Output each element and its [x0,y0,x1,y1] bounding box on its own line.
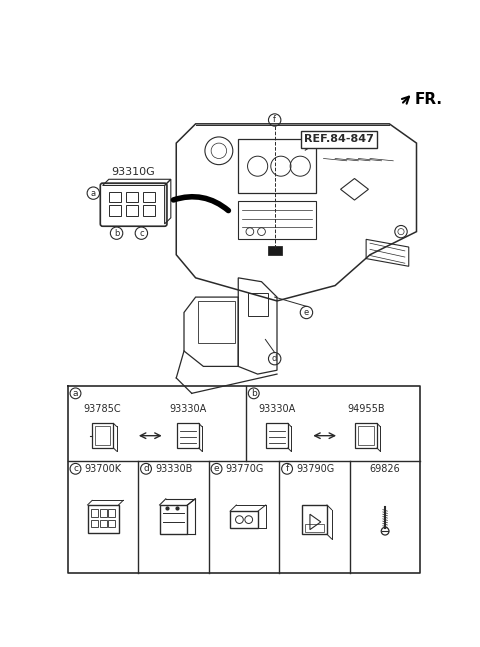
Text: 93790G: 93790G [296,464,335,474]
Text: d: d [272,354,277,363]
Bar [248,293,268,316]
Text: 93310G: 93310G [112,166,156,177]
Text: 69826: 69826 [369,464,400,474]
Bar [238,139,316,193]
Text: b: b [114,228,119,237]
Bar [355,423,377,448]
Bar [100,509,107,516]
Bar [108,509,115,516]
Bar [91,509,98,516]
Bar [91,520,98,527]
Bar [92,423,113,448]
Bar [305,524,324,532]
Text: a: a [91,189,96,197]
Bar [109,206,121,216]
Text: b: b [251,389,257,398]
Text: c: c [139,228,144,237]
Text: e: e [304,308,309,317]
Bar [108,520,115,527]
Text: d: d [143,465,149,474]
Bar [126,206,138,216]
Text: a: a [73,389,78,398]
Text: 93330A: 93330A [258,404,296,413]
Bar [230,511,258,528]
Bar [159,505,188,534]
Bar [143,206,156,216]
Text: f: f [286,465,288,474]
Text: c: c [73,465,78,474]
Text: REF.84-847: REF.84-847 [304,134,374,144]
Bar [238,201,316,239]
Bar [198,301,235,344]
Bar [268,245,282,255]
Text: 93700K: 93700K [85,464,122,474]
Bar [109,192,121,203]
Text: f: f [273,116,276,124]
Bar [143,192,156,203]
Text: e: e [214,465,219,474]
Text: FR.: FR. [415,91,443,107]
Bar [95,426,110,445]
Bar [87,505,119,532]
Text: 93330B: 93330B [156,464,192,474]
Bar [302,505,327,534]
Bar [177,423,199,448]
Bar [266,423,288,448]
Text: 94955B: 94955B [348,404,385,413]
Bar [100,520,107,527]
Bar [126,192,138,203]
Text: 93770G: 93770G [226,464,264,474]
Text: 93330A: 93330A [169,404,206,413]
Text: 93785C: 93785C [84,404,121,413]
Bar [359,426,374,445]
